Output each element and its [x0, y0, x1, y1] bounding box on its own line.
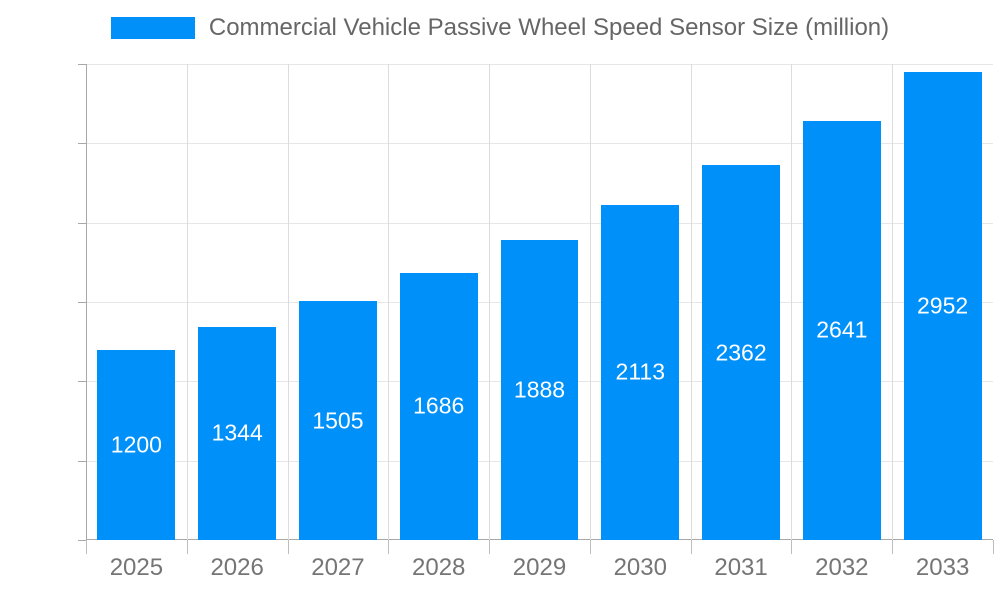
y-axis-tick-mark — [78, 222, 86, 224]
x-axis-tick-mark — [86, 540, 87, 554]
bar[interactable]: 2113 — [601, 204, 680, 540]
y-axis-tick-mark — [78, 64, 86, 65]
x-axis-tick-label: 2025 — [109, 554, 164, 581]
bar-value-label: 1888 — [513, 376, 566, 403]
x-axis-tick-mark — [187, 540, 188, 554]
bar[interactable]: 1505 — [299, 301, 377, 540]
bar[interactable]: 2952 — [903, 71, 982, 540]
bar[interactable]: 1686 — [399, 272, 478, 540]
bar[interactable]: 2362 — [702, 165, 780, 540]
bar[interactable]: 1200 — [97, 349, 176, 540]
bar-value-label: 1505 — [312, 407, 364, 434]
y-axis-tick-mark — [78, 143, 86, 145]
gridline-vertical — [691, 64, 692, 540]
gridline-vertical — [388, 64, 389, 540]
bar[interactable]: 1888 — [500, 240, 579, 540]
gridline-vertical — [187, 64, 188, 540]
legend-item-label: Commercial Vehicle Passive Wheel Speed S… — [208, 14, 890, 41]
y-axis-tick-mark — [78, 460, 86, 462]
bar-value-label: 2362 — [715, 339, 767, 366]
x-axis-tick-mark — [791, 540, 792, 554]
bar-value-label: 2952 — [917, 292, 969, 319]
y-axis-tick-mark — [78, 302, 86, 303]
bar-value-label: 1344 — [211, 419, 263, 446]
bar-value-label: 2641 — [816, 316, 868, 343]
bar-value-label: 1200 — [110, 431, 162, 458]
y-axis-tick-mark — [78, 381, 86, 383]
chart-legend: Commercial Vehicle Passive Wheel Speed S… — [0, 0, 1000, 56]
y-axis-tick-mark — [78, 540, 86, 541]
legend-color-swatch-icon — [110, 17, 195, 39]
x-axis-tick-label: 2029 — [512, 554, 567, 581]
x-axis-tick-label: 2030 — [613, 554, 667, 581]
gridline-horizontal — [86, 64, 993, 65]
bar[interactable]: 1344 — [198, 326, 277, 540]
gridline-vertical — [590, 64, 591, 540]
x-axis-tick-label: 2033 — [915, 554, 970, 581]
bar[interactable]: 2641 — [802, 120, 881, 540]
x-axis-tick-mark — [590, 540, 591, 554]
legend-item-series-1[interactable]: Commercial Vehicle Passive Wheel Speed S… — [110, 14, 890, 41]
gridline-horizontal — [86, 222, 993, 224]
gridline-vertical — [791, 64, 792, 540]
x-axis-tick-mark — [993, 540, 994, 554]
gridline-vertical — [288, 64, 289, 540]
y-axis-line — [86, 64, 87, 540]
x-axis-tick-label: 2027 — [311, 554, 365, 581]
x-axis-tick-label: 2028 — [412, 554, 466, 581]
bar-value-label: 2113 — [615, 358, 665, 385]
gridline-vertical — [892, 64, 893, 540]
x-axis-tick-label: 2031 — [714, 554, 768, 581]
x-axis-tick-mark — [388, 540, 389, 554]
x-axis-tick-mark — [691, 540, 692, 554]
gridline-horizontal — [86, 143, 993, 145]
x-axis-tick-mark — [892, 540, 893, 554]
x-axis-tick-mark — [288, 540, 289, 554]
gridline-vertical — [489, 64, 490, 540]
bar-value-label: 1686 — [413, 392, 465, 419]
plot-area: 1200 1344 1505 1686 1888 2113 2362 2641 2952 — [86, 64, 993, 540]
x-axis-tick-label: 2032 — [815, 554, 869, 581]
x-axis-tick-mark — [489, 540, 490, 554]
x-axis-tick-label: 2026 — [210, 554, 264, 581]
